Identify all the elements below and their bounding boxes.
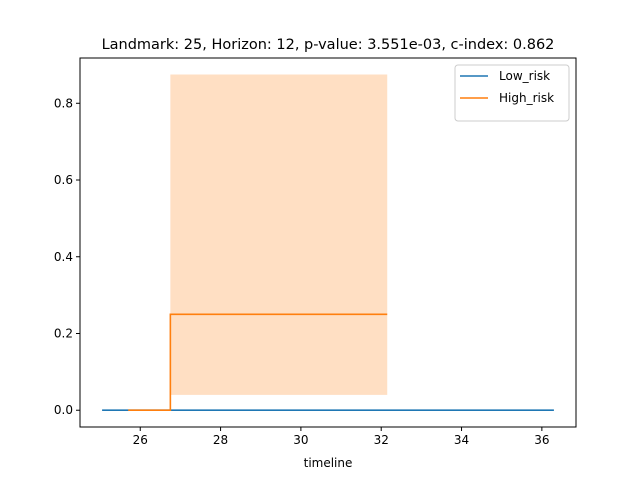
- x-tick-label: 26: [133, 433, 148, 447]
- legend-label: Low_risk: [499, 69, 550, 83]
- confidence-band-layer: [170, 74, 388, 395]
- y-tick-label: 0.4: [54, 250, 73, 264]
- legend-frame: [454, 64, 570, 122]
- series-1-line: [128, 313, 388, 412]
- y-tick-label: 0.6: [54, 173, 73, 187]
- chart-title: Landmark: 25, Horizon: 12, p-value: 3.55…: [102, 37, 555, 53]
- series-1-confidence-band: [170, 74, 388, 395]
- x-tick-label: 32: [374, 433, 389, 447]
- x-tick-label: 34: [454, 433, 469, 447]
- y-tick-label: 0.2: [54, 326, 73, 340]
- legend: Low_risk High_risk: [454, 64, 570, 122]
- series-layer: [102, 313, 554, 412]
- plot-frame: [79, 57, 577, 428]
- x-axis-label: timeline: [304, 456, 353, 470]
- legend-label: High_risk: [499, 91, 554, 105]
- x-tick-label: 36: [534, 433, 549, 447]
- y-tick-label: 0.0: [54, 403, 73, 417]
- y-ticks: 0.0 0.2 0.4 0.6 0.8: [54, 96, 80, 417]
- x-ticks: 26 28 30 32 34 36: [133, 427, 550, 447]
- x-tick-label: 28: [213, 433, 228, 447]
- x-tick-label: 30: [293, 433, 308, 447]
- y-tick-label: 0.8: [54, 96, 73, 110]
